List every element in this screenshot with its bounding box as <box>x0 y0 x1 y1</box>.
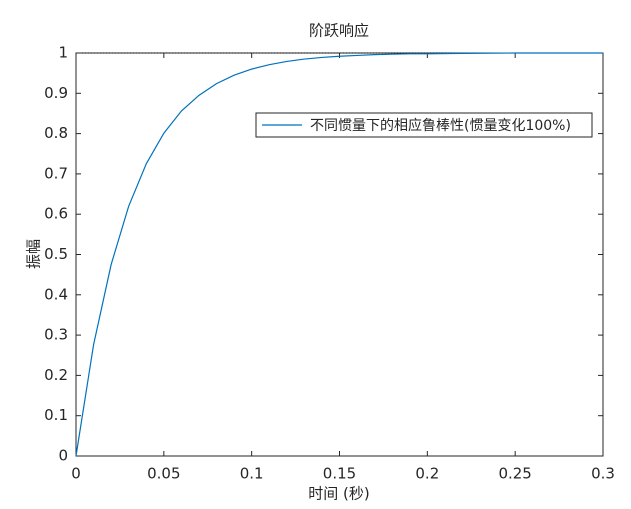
x-tick-label: 0.15 <box>323 465 356 483</box>
x-tick-label: 0.2 <box>415 465 439 483</box>
y-tick-label: 0.1 <box>44 406 68 424</box>
legend-label: 不同惯量下的相应鲁棒性(惯量变化100%) <box>310 117 571 134</box>
x-tick-label: 0 <box>71 465 81 483</box>
y-tick-label: 0.4 <box>44 285 68 303</box>
y-tick-label: 0.3 <box>44 326 68 344</box>
y-tick-label: 0.5 <box>44 245 68 263</box>
y-tick-label: 0 <box>58 447 68 465</box>
y-tick-label: 0.2 <box>44 366 68 384</box>
chart-title: 阶跃响应 <box>309 22 369 40</box>
y-tick-label: 0.9 <box>44 84 68 102</box>
y-tick-label: 0.6 <box>44 205 68 223</box>
x-axis-label: 时间 (秒) <box>308 485 369 503</box>
x-tick-label: 0.3 <box>591 465 615 483</box>
x-tick-label: 0.1 <box>240 465 264 483</box>
line-series <box>75 52 603 457</box>
y-axis-label: 振幅 <box>25 239 43 269</box>
x-tick-label: 0.05 <box>147 465 180 483</box>
y-tick-label: 1 <box>58 44 68 62</box>
y-tick-label: 0.8 <box>44 124 68 142</box>
legend-box <box>255 112 593 138</box>
x-tick-label: 0.25 <box>498 465 531 483</box>
y-tick-label: 0.7 <box>44 164 68 182</box>
